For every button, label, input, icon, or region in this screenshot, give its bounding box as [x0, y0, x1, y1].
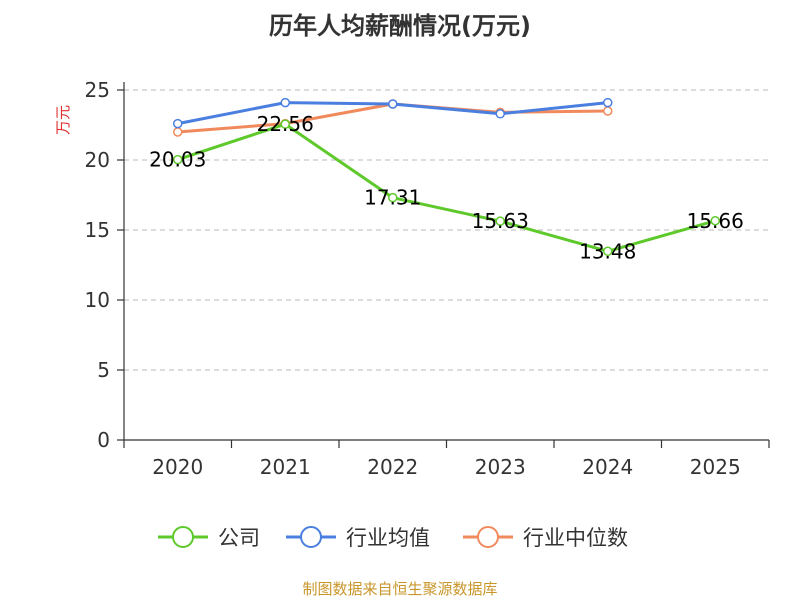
gridlines [124, 89, 769, 371]
data-point [495, 109, 505, 119]
x-tick-label: 2025 [690, 455, 741, 479]
series-line [177, 122, 716, 253]
x-tick-label: 2023 [475, 455, 526, 479]
data-point [495, 216, 505, 226]
legend-label: 公司 [218, 526, 260, 550]
data-point [173, 118, 183, 129]
legend[interactable]: 公司 行业均值 行业中位数 [158, 526, 628, 550]
data-point [173, 154, 183, 165]
data-label: 20.03 [149, 148, 206, 172]
data-labels: 20.03 22.56 17.31 15.63 13.48 15.66 [149, 112, 744, 263]
data-point [710, 216, 720, 226]
y-tick-label: 15 [85, 218, 110, 242]
data-point [388, 99, 398, 109]
legend-label: 行业均值 [346, 526, 430, 550]
data-label: 15.63 [472, 209, 529, 233]
data-point [280, 97, 290, 108]
data-point [603, 97, 613, 108]
data-label: 22.56 [257, 112, 314, 136]
data-point [603, 106, 613, 116]
x-tick-label: 2024 [582, 455, 633, 479]
x-tick-label: 2020 [152, 455, 203, 479]
data-label: 13.48 [579, 239, 636, 263]
series-行业均值 [173, 97, 613, 129]
y-tick-label: 10 [85, 288, 110, 312]
y-axis-label: 万元 [54, 105, 72, 135]
series-公司 [173, 119, 720, 257]
y-tick-label: 5 [97, 358, 110, 382]
legend-swatch-marker [172, 526, 194, 548]
data-point [280, 119, 290, 129]
x-tick-label: 2022 [367, 455, 418, 479]
legend-swatch-marker [477, 526, 499, 548]
data-label: 17.31 [364, 186, 421, 210]
legend-swatch-marker [300, 526, 322, 548]
legend-label: 行业中位数 [523, 526, 628, 550]
y-tick-label: 0 [97, 428, 110, 452]
y-tick-label: 20 [85, 148, 110, 172]
series-lines [173, 97, 720, 257]
data-point [603, 246, 613, 257]
y-tick-label: 25 [85, 78, 110, 102]
data-label: 15.66 [687, 209, 744, 233]
legend-item-公司[interactable]: 公司 [158, 526, 260, 550]
legend-item-行业均值[interactable]: 行业均值 [286, 526, 430, 550]
data-point [173, 127, 183, 137]
x-tick-label: 2021 [260, 455, 311, 479]
data-point [388, 192, 398, 203]
chart-title: 历年人均薪酬情况(万元) [269, 12, 531, 40]
legend-item-行业中位数[interactable]: 行业中位数 [463, 526, 628, 550]
source-note: 制图数据来自恒生聚源数据库 [302, 580, 498, 598]
